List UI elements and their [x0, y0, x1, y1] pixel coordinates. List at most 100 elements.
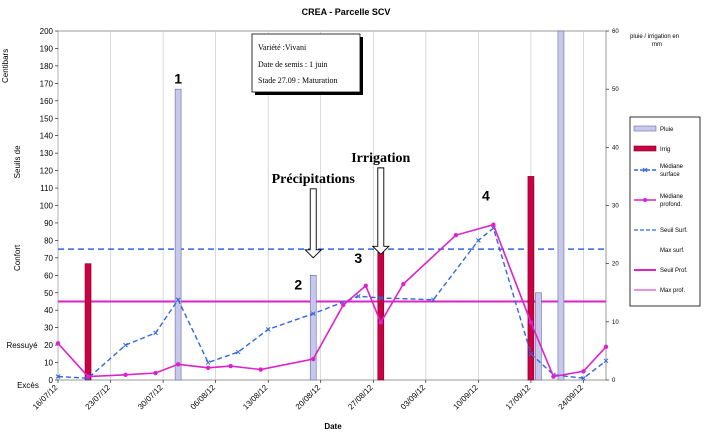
left-tick-label: 110 [40, 184, 53, 193]
median-lines [55, 222, 609, 381]
right-tick-label: 30 [612, 204, 619, 210]
bars [84, 30, 565, 381]
legend-label: Médiane [660, 194, 684, 200]
deep-median-point [528, 320, 534, 325]
marker-number: 2 [294, 276, 302, 292]
info-box: Variété :Vivani Date de semis : 1 juin S… [251, 33, 363, 95]
zone-label: Excès [17, 381, 39, 390]
deep-median-point [341, 302, 346, 308]
legend-label: profond. [660, 202, 682, 208]
zone-label: Confort [13, 244, 22, 271]
deep-median-point [551, 374, 556, 379]
deep-median-point [228, 363, 233, 369]
right-tick-label: 60 [612, 29, 619, 35]
surface-median-point [355, 293, 361, 299]
annotation-arrow [304, 188, 323, 259]
legend-marker [642, 167, 648, 173]
deep-median-point [258, 367, 263, 372]
surface-median-point [205, 360, 211, 365]
deep-median-point [491, 222, 496, 227]
annotation-label: Précipitations [272, 172, 356, 187]
left-tick-label: 180 [40, 62, 54, 71]
annotation-label: Irrigation [351, 151, 410, 166]
annotation-arrow [371, 167, 390, 255]
deep-median-point [85, 374, 91, 379]
surface-median-point [265, 327, 271, 332]
surface-median-point [581, 375, 586, 381]
legend-label: Seuil Prof. [660, 268, 688, 274]
surface-median-point [476, 238, 481, 243]
right-tick-label: 40 [612, 145, 619, 151]
left-tick-label: 160 [40, 97, 54, 106]
irrigation-bar [84, 263, 92, 381]
marker-number: 3 [354, 250, 362, 266]
rain-bar [309, 274, 317, 381]
surface-median-point [378, 295, 384, 301]
left-tick-label: 20 [44, 341, 53, 350]
zone-label: Centibars [1, 49, 10, 83]
deep-median-point [311, 356, 316, 362]
right-axis-title-2: mm [652, 42, 662, 48]
left-tick-label: 150 [40, 114, 54, 123]
left-tick-label: 100 [40, 202, 54, 211]
surface-median-point [430, 297, 436, 303]
info-variety: Variété :Vivani [258, 43, 307, 52]
irrigation-bar [527, 176, 535, 381]
legend-label: Irrig [660, 147, 670, 153]
left-tick-label: 40 [44, 306, 53, 315]
surface-median-point [123, 342, 128, 348]
left-tick-label: 130 [40, 149, 54, 158]
rain-bar [535, 292, 542, 381]
rain-bar [174, 88, 182, 381]
left-tick-label: 0 [49, 376, 54, 385]
left-tick-label: 70 [44, 254, 53, 263]
surface-median-point [310, 311, 316, 317]
left-tick-label: 140 [40, 132, 54, 141]
info-box-frame [251, 33, 361, 93]
legend-swatch [633, 125, 657, 132]
zone-labels: Excès Ressuyé Confort Seuils de Centibars [1, 49, 39, 390]
legend-box [629, 116, 701, 307]
deep-median-point [363, 283, 368, 288]
surface-median-point [153, 330, 158, 336]
left-tick-label: 30 [44, 324, 53, 333]
deep-median-point [123, 372, 128, 377]
left-axis: 0 10 20 30 40 50 60 70 80 90 100 110 120 130 140 150 160… [40, 27, 58, 385]
left-tick-label: 170 [40, 79, 54, 88]
legend-label: Max prof. [660, 288, 685, 294]
legend-marker [643, 198, 647, 202]
deep-median-point [55, 341, 61, 346]
surface-median-point [235, 349, 241, 355]
right-tick-label: 20 [612, 262, 619, 268]
surface-median-line [57, 226, 607, 379]
right-tick-label: 50 [612, 87, 619, 93]
marker-number: 1 [174, 70, 182, 86]
deep-median-point [401, 281, 406, 287]
surface-median-point [175, 297, 181, 303]
left-tick-label: 60 [44, 271, 53, 280]
surface-median-point [603, 358, 609, 364]
legend-label: Médiane [660, 164, 684, 170]
legend-label: Seuil Surf. [660, 228, 688, 234]
surface-median-point [55, 374, 61, 379]
legend-swatch [633, 145, 657, 152]
legend-label: Pluie [660, 127, 674, 133]
left-tick-label: 80 [44, 236, 53, 245]
left-tick-label: 50 [44, 289, 53, 298]
deep-median-point [603, 344, 609, 350]
deep-median-point [153, 370, 158, 376]
zone-label: Ressuyé [6, 341, 38, 350]
legend-label: surface [660, 172, 680, 178]
right-axis: 0 10 20 30 40 50 60 pluie / irrigation en mm [606, 29, 679, 384]
deep-median-point [581, 369, 586, 374]
deep-median-point [175, 362, 181, 367]
right-tick-label: 10 [612, 320, 619, 326]
x-axis-title: Date [324, 422, 342, 431]
rain-bar [557, 30, 565, 381]
left-tick-label: 120 [40, 167, 54, 176]
legend: Pluie Irrig Médiane surface Médiane profond. S… [629, 116, 701, 307]
info-box-shadow-bottom [255, 92, 363, 95]
info-box-shadow-right [360, 37, 363, 95]
right-tick-label: 0 [612, 378, 616, 384]
